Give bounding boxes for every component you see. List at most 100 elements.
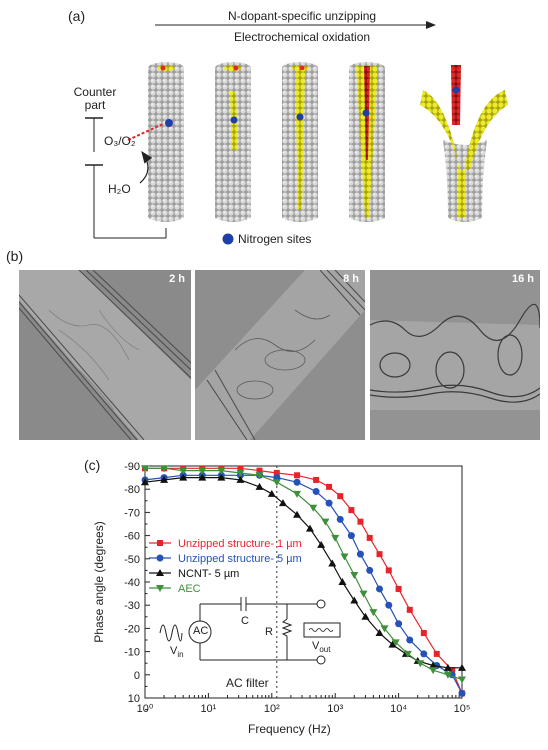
y-axis-title: Phase angle (degrees) — [92, 521, 106, 643]
data-point — [376, 585, 384, 593]
data-point — [278, 499, 287, 507]
data-point — [156, 569, 164, 576]
vout-label: Vout — [312, 640, 330, 654]
data-point — [380, 625, 389, 633]
y-tick-label: -60 — [124, 531, 140, 543]
data-point — [321, 518, 330, 526]
data-point — [312, 488, 320, 496]
resistor-icon — [281, 618, 293, 637]
y-tick-label: 10 — [128, 693, 140, 705]
nanotube-1 — [148, 62, 184, 222]
tem-time-label-16h: 16 h — [511, 273, 534, 285]
panel-a-label: (a) — [68, 8, 86, 24]
data-point — [256, 467, 263, 474]
data-point — [449, 667, 456, 674]
ac-filter-label: AC filter — [226, 676, 269, 690]
data-point — [385, 601, 393, 609]
resistor-label: R — [265, 626, 273, 638]
data-point — [293, 510, 302, 518]
data-point — [325, 499, 333, 507]
data-point — [309, 504, 318, 512]
series-4 — [141, 465, 466, 684]
data-point — [458, 663, 466, 671]
legend-item-3: NCNT- 5 µm — [149, 568, 239, 580]
counter-circuit — [85, 117, 167, 239]
panel-b-label: (b) — [6, 248, 24, 264]
panel-a: (a) — [0, 0, 548, 250]
data-point — [328, 559, 337, 567]
nanotube-5-unzipped — [420, 65, 508, 222]
data-point — [366, 534, 373, 541]
counter-part-label: Counter part — [72, 86, 118, 112]
data-point — [350, 572, 359, 580]
output-display-icon — [303, 622, 341, 638]
legend-label: AEC — [178, 583, 201, 595]
data-point — [313, 476, 320, 483]
inset-circuit — [159, 597, 341, 665]
data-point — [236, 469, 245, 477]
data-point — [160, 475, 169, 483]
x-tick-label: 10¹ — [200, 703, 216, 715]
tem-image-8h: 8 h — [195, 270, 365, 440]
oxidant-label: O₃/O₂ — [104, 134, 136, 148]
data-point — [395, 585, 402, 592]
y-tick-label: -40 — [124, 577, 140, 589]
data-point — [385, 567, 392, 574]
y-tick-label: -20 — [124, 623, 140, 635]
vout-symbol: V — [312, 640, 320, 652]
data-point — [340, 553, 349, 561]
data-point — [156, 554, 164, 562]
data-point — [255, 472, 264, 480]
data-point — [350, 596, 359, 604]
data-point — [356, 550, 364, 558]
water-label: H₂O — [108, 182, 131, 196]
data-point — [348, 507, 355, 514]
x-tick-label: 10⁰ — [137, 703, 154, 715]
data-point — [337, 493, 344, 500]
data-point — [338, 578, 347, 585]
tem-image-16h: 16 h — [370, 270, 540, 440]
data-point — [458, 689, 466, 697]
water-arrow — [139, 151, 153, 184]
y-tick-label: -10 — [124, 647, 140, 659]
data-point — [198, 473, 207, 481]
x-tick-label: 10³ — [327, 703, 343, 715]
tem-texture-8h — [195, 270, 365, 440]
data-point — [391, 639, 400, 647]
data-point — [305, 524, 314, 532]
data-point — [179, 467, 188, 475]
legend-item-2: Unzipped structure- 5 µm — [149, 553, 302, 565]
vin-subscript: in — [177, 650, 184, 660]
data-point — [267, 489, 276, 497]
data-point — [141, 478, 149, 486]
y-tick-label: -30 — [124, 600, 140, 612]
arrow-top-label: N-dopant-specific unzipping — [228, 9, 377, 23]
data-point — [336, 515, 344, 523]
data-point — [375, 629, 384, 637]
counter-part-line1: Counter — [73, 85, 117, 99]
data-point — [217, 473, 226, 481]
data-point — [433, 650, 440, 657]
data-point — [366, 566, 374, 574]
chart-series — [141, 465, 466, 697]
data-point — [317, 540, 326, 548]
chart-legend: Unzipped structure- 1 µm Unzipped structu… — [149, 538, 302, 595]
oxidant-arrow — [127, 123, 164, 141]
x-tick-label: 10² — [264, 703, 280, 715]
data-point — [429, 667, 438, 675]
legend-label: Unzipped structure- 1 µm — [178, 538, 302, 550]
data-point — [198, 467, 207, 475]
data-point — [395, 620, 403, 628]
vin-symbol: V — [170, 645, 178, 657]
data-point — [156, 585, 164, 592]
data-point — [272, 479, 281, 487]
data-point — [388, 640, 397, 648]
data-point — [443, 671, 452, 679]
data-point — [273, 469, 280, 476]
data-point — [458, 676, 466, 684]
tem-texture-16h — [370, 270, 540, 440]
y-tick-label: -50 — [124, 554, 140, 566]
data-point — [331, 534, 340, 542]
